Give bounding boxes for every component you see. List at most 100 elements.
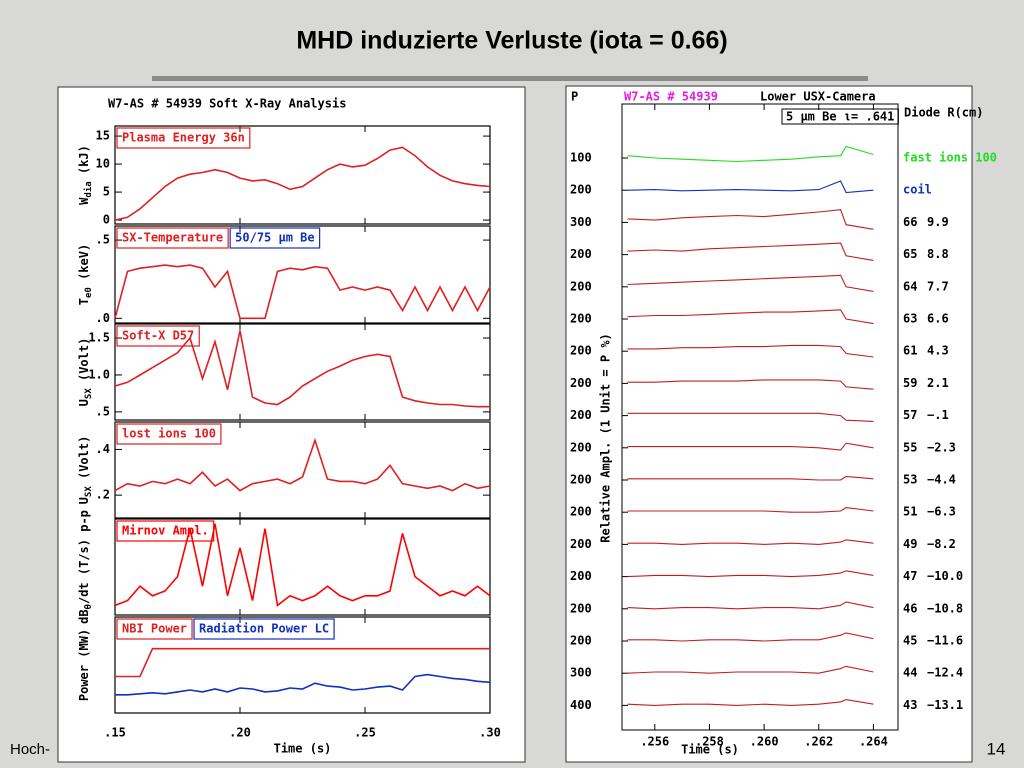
plot-frame [114,323,491,421]
trace-name: fast ions 100 [903,151,997,165]
x-tick-label: .256 [640,735,669,749]
series-line [627,632,874,642]
y-axis-label-part: T [77,298,91,305]
trace-radius: 9.9 [927,215,949,229]
trace-name: 64 [903,279,917,293]
trace-radius: −11.6 [927,634,963,648]
trace-radius: −10.8 [927,601,963,615]
series-line [114,146,491,221]
trace-radius: −10.0 [927,569,963,583]
trace-name: coil [903,183,932,197]
series-line [627,699,874,706]
series-line [627,665,874,674]
trace-radius: −8.2 [927,537,956,551]
y-tick-label: 15 [96,129,110,143]
series-line [627,539,874,545]
trace-radius: 4.3 [927,344,949,358]
scale-label: 200 [570,569,592,583]
x-axis-label: Time (s) [274,742,332,756]
trace-radius: −6.3 [927,505,956,519]
legend-box [116,520,215,542]
y-axis-label-part: dB [77,609,91,623]
trace-name: 65 [903,247,917,261]
plot-frame [114,421,491,519]
series-line [627,379,874,390]
y-tick-label: 1.5 [88,331,110,345]
trace-radius: −2.3 [927,440,956,454]
y-axis-label-part: U [77,399,91,406]
y-tick-label: 0 [103,213,110,227]
y-axis-label-part: e0 [84,287,94,298]
scale-label: 200 [570,312,592,326]
x-tick-label: .20 [229,726,251,740]
trace-radius: −12.4 [927,666,963,680]
page-number: 14 [987,739,1006,758]
y-axis-label: Power (MW) [77,629,91,701]
y-tick-label: .0 [96,311,110,325]
plot-frame [114,125,491,225]
y-tick-label: .4 [96,442,110,456]
legend-box [193,618,335,640]
y-axis-label-part: SX [84,388,94,399]
y-axis-label-part: (keV) [77,244,91,287]
legend-box [116,618,193,640]
legend-label: SX-Temperature [122,231,223,245]
y-axis-label-part: Power (MW) [77,629,91,701]
series-line [627,442,874,451]
legend-label: Mirnov Ampl. [122,524,209,538]
trace-name: 51 [903,505,917,519]
trace-name: 55 [903,440,917,454]
annotation-box [229,227,321,249]
left-title: W7-AS # 54939 Soft X-Ray Analysis [108,97,346,111]
series-line [114,264,491,320]
plot-frame [114,616,491,714]
y-axis-label-part: (kJ) [77,145,91,181]
trace-radius: 7.7 [927,279,949,293]
legend-box [116,127,251,149]
series-line [627,507,874,513]
trace-radius: −13.1 [927,698,963,712]
legend-label: NBI Power [122,622,187,636]
y-axis-label-part: W [77,197,91,205]
series-line [627,145,874,163]
scale-label: 200 [570,279,592,293]
series-line [627,344,874,358]
series-line [627,601,874,610]
scale-label: 200 [570,634,592,648]
legend-box [116,227,229,249]
series-line [115,673,491,696]
y-tick-label: .2 [96,488,110,502]
trace-radius: −.1 [927,408,949,422]
footer: Hoch- [10,741,50,758]
y-axis-label: Relative Ampl. (1 Unit = P %) [599,333,613,543]
y-tick-label: 5 [103,185,110,199]
right-panel [565,85,973,763]
y-axis-label-part: θ [84,604,94,609]
trace-name: 46 [903,601,917,615]
y-axis-label-part: /dt (T/s) p-p [77,510,91,604]
scale-label: 200 [570,537,592,551]
series-line [627,274,874,292]
series-line [627,209,874,230]
y-axis-label-part: dia [83,181,94,197]
scale-label: 300 [570,666,592,680]
right-subtitle: Lower USX-Camera [760,90,876,104]
x-tick-label: .15 [104,726,126,740]
trace-name: 66 [903,215,917,229]
scale-label: 300 [570,215,592,229]
series-line [114,523,491,607]
x-axis-label: Time (s) [681,743,739,757]
legend-box [116,325,200,347]
scale-label: 200 [570,344,592,358]
series-line [627,475,874,481]
right-title: W7-AS # 54939 [624,90,718,104]
trace-name: 49 [903,537,917,551]
scale-label: 200 [570,376,592,390]
y-tick-label: .5 [96,233,110,247]
column-header: Diode R(cm) [904,106,983,120]
series-line [627,242,874,261]
series-line [627,412,874,422]
series-line [627,309,874,325]
